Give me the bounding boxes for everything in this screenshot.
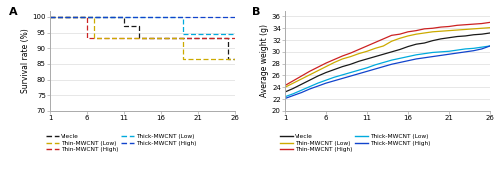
Legend: Viecle, Thin-MWCNT (Low), Thin-MWCNT (High), Thick-MWCNT (Low), Thick-MWCNT (Hig: Viecle, Thin-MWCNT (Low), Thin-MWCNT (Hi…	[278, 132, 432, 155]
Text: B: B	[252, 7, 260, 17]
Text: A: A	[10, 7, 18, 17]
Y-axis label: Survival rate (%): Survival rate (%)	[20, 28, 30, 93]
Y-axis label: Average weight (g): Average weight (g)	[260, 24, 269, 97]
Legend: Viecle, Thin-MWCNT (Low), Thin-MWCNT (High), Thick-MWCNT (Low), Thick-MWCNT (Hig: Viecle, Thin-MWCNT (Low), Thin-MWCNT (Hi…	[44, 132, 199, 155]
